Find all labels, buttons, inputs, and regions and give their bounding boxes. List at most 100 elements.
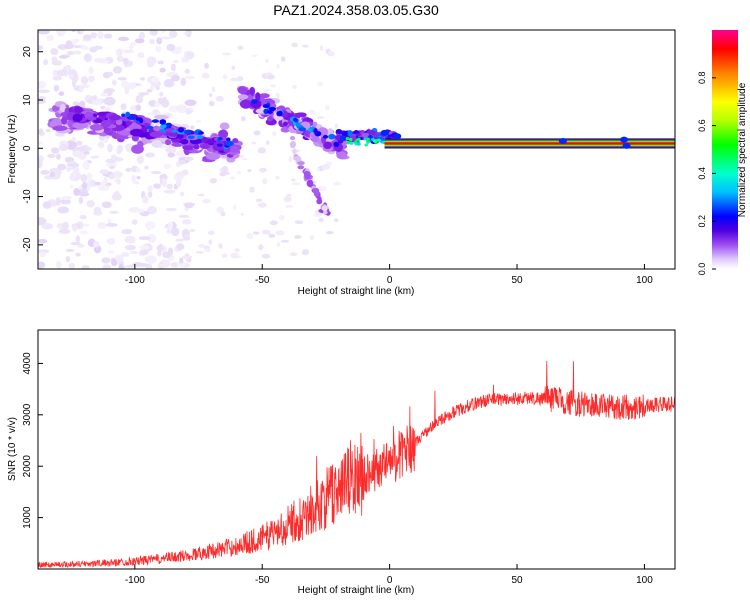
heatmap-cell (122, 57, 129, 65)
heatmap-cell (201, 72, 210, 79)
heatmap-cell (64, 42, 75, 50)
heatmap-cell (268, 106, 277, 112)
heatmap-cell (171, 74, 181, 82)
heatmap-cell (222, 165, 229, 173)
heatmap-cell (251, 141, 257, 145)
heatmap-cell (50, 147, 60, 154)
heatmap-cell (255, 92, 261, 102)
heatmap-cell (89, 46, 98, 53)
heatmap-cell (60, 116, 68, 125)
heatmap-cell (159, 119, 167, 125)
heatmap-cell (73, 188, 80, 196)
heatmap-cell (182, 145, 194, 151)
heatmap-cell (106, 238, 116, 245)
heatmap-cell (297, 165, 305, 170)
heatmap-cell (93, 182, 102, 186)
heatmap-cell (247, 169, 252, 173)
heatmap-cell (56, 69, 67, 76)
heatmap-cell (128, 115, 136, 120)
heatmap-cell (234, 248, 240, 252)
heatmap-cell (163, 79, 175, 88)
heatmap-cell (145, 221, 156, 230)
heatmap-cell (316, 198, 323, 205)
heatmap-cell (185, 51, 195, 59)
heatmap-cell (135, 104, 142, 111)
heatmap-cell (267, 116, 274, 122)
heatmap-cell (83, 53, 92, 62)
heatmap-cell (316, 168, 320, 172)
heatmap-cell (78, 86, 84, 93)
heatmap-cell (317, 81, 324, 86)
heatmap-cell (82, 34, 92, 41)
heatmap-cell (321, 205, 328, 212)
heatmap-cell (175, 238, 185, 242)
heatmap-cell (225, 140, 234, 147)
heatmap-cell (207, 147, 215, 152)
heatmap-cell (291, 42, 299, 48)
heatmap-cell (91, 95, 98, 100)
heatmap-cell (58, 228, 71, 234)
heatmap-cell (93, 118, 103, 124)
heatmap-cell (138, 92, 150, 96)
y-tick-label: 4000 (22, 352, 33, 375)
heatmap-cell (157, 60, 164, 65)
spectrogram-x-ticks: -100 -50 0 50 100 (125, 264, 653, 286)
heatmap-cell (157, 97, 164, 105)
heatmap-cell (307, 109, 317, 116)
heatmap-cell (184, 31, 190, 36)
heatmap-cell (52, 117, 62, 124)
heatmap-cell (136, 176, 141, 180)
heatmap-cell (175, 104, 188, 113)
heatmap-cell (295, 122, 301, 128)
heatmap-cell (61, 221, 69, 230)
heatmap-cell (147, 191, 153, 198)
heatmap-cell (130, 128, 144, 137)
heatmap-cell (252, 231, 260, 235)
heatmap-cell (283, 196, 292, 203)
heatmap-cell (295, 112, 307, 118)
heatmap-cell (40, 170, 50, 175)
heatmap-cell (103, 137, 109, 144)
heatmap-cell (218, 129, 229, 139)
heatmap-cell (106, 71, 114, 77)
heatmap-cell (313, 127, 318, 134)
colorbar-tick-label: 0.0 (697, 263, 707, 276)
heatmap-cell (339, 135, 345, 142)
heatmap-cell (202, 198, 211, 204)
heatmap-cell (167, 247, 174, 256)
spectrogram-x-label: Height of straight line (km) (298, 286, 415, 297)
y-tick-label: 3000 (22, 403, 33, 426)
heatmap-cell (180, 77, 187, 86)
heatmap-cell (178, 159, 187, 165)
heatmap-cell (86, 116, 97, 121)
heatmap-cell (289, 252, 298, 257)
heatmap-cell (289, 141, 297, 149)
heatmap-cell (229, 176, 236, 180)
heatmap-cell (125, 264, 135, 268)
heatmap-cell (116, 146, 122, 155)
heatmap-cell (135, 95, 144, 104)
heatmap-cell (79, 230, 88, 235)
heatmap-cell (150, 171, 162, 175)
x-tick-label: 0 (387, 575, 393, 586)
heatmap-cell (275, 230, 285, 236)
heatmap-cell (257, 147, 267, 154)
heatmap-cell (289, 136, 296, 141)
heatmap-cell (294, 235, 302, 239)
heatmap-cell (318, 217, 324, 223)
heatmap-cell (99, 169, 109, 175)
heatmap-cell (279, 214, 285, 221)
y-tick-label: 2000 (22, 455, 33, 478)
heatmap-cell (276, 111, 281, 117)
heatmap-cell (131, 174, 136, 182)
heatmap-cell (215, 95, 224, 102)
colorbar-gradient (712, 30, 738, 269)
heatmap-cell (100, 119, 112, 128)
heatmap-cell (246, 232, 254, 240)
heatmap-cell (80, 84, 90, 89)
heatmap-cell (154, 102, 161, 108)
heatmap-cell (52, 125, 68, 131)
heatmap-cell (258, 244, 264, 251)
heatmap-cell (145, 152, 155, 158)
heatmap-cell (157, 249, 162, 257)
